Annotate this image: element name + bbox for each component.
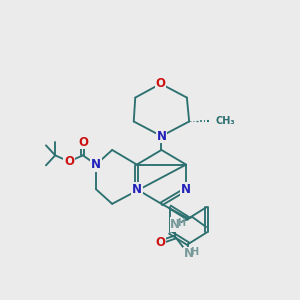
Text: N: N — [181, 183, 191, 196]
Text: O: O — [156, 77, 166, 90]
Text: CH₃: CH₃ — [215, 116, 235, 127]
Text: O: O — [78, 136, 88, 149]
Text: N: N — [183, 248, 194, 260]
Text: O: O — [155, 236, 165, 249]
Text: N: N — [157, 130, 166, 142]
Text: H: H — [190, 248, 198, 257]
Text: N: N — [91, 158, 101, 171]
Text: N: N — [170, 218, 180, 231]
Text: H: H — [177, 218, 185, 228]
Text: N: N — [132, 183, 142, 196]
Text: O: O — [64, 155, 74, 168]
